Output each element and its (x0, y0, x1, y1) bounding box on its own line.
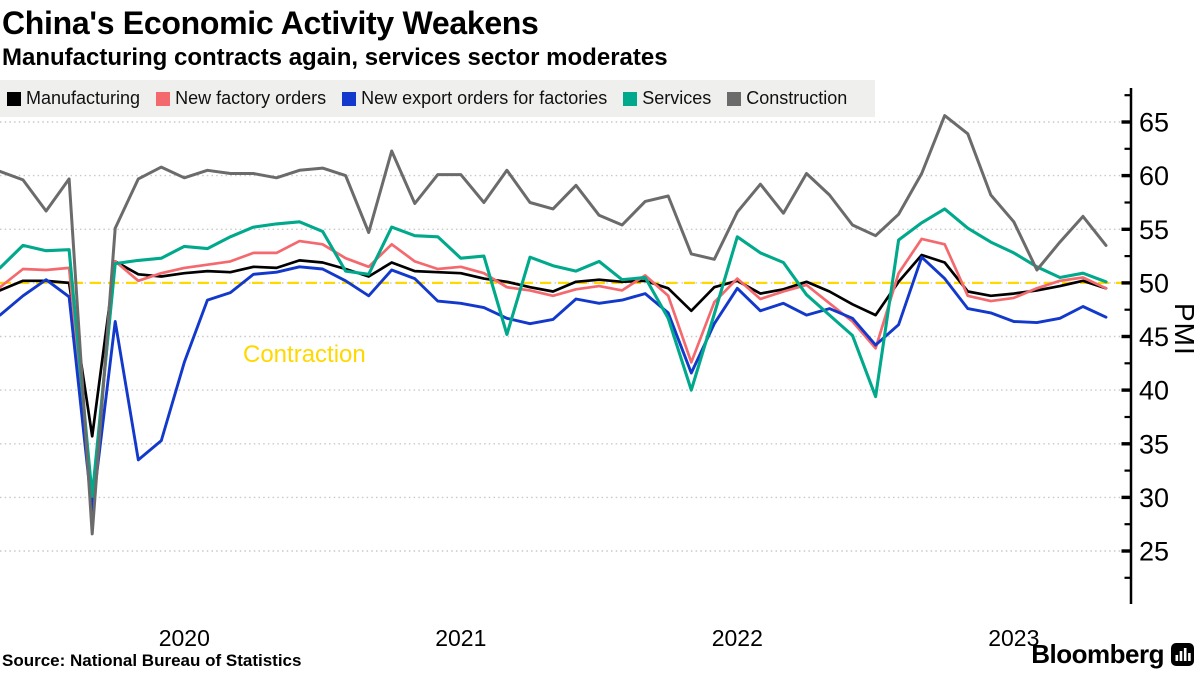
source-attribution: Source: National Bureau of Statistics (2, 651, 302, 670)
legend-swatch-new-factory-orders (156, 91, 171, 106)
chart-subtitle: Manufacturing contracts again, services … (2, 44, 668, 71)
year-label-2020: 2020 (159, 625, 210, 651)
y-tick-label-30: 30 (1139, 483, 1169, 513)
bloomberg-logo: Bloomberg (1031, 639, 1194, 670)
legend-label: New export orders for factories (361, 88, 608, 108)
legend-item-new-export-orders-for-factories: New export orders for factories (342, 88, 607, 109)
y-axis-title: PMI (1169, 303, 1200, 356)
bloomberg-wordmark: Bloomberg (1031, 639, 1164, 669)
legend-swatch-construction (727, 91, 742, 106)
y-tick-label-55: 55 (1139, 215, 1169, 245)
y-axis: 25 30 35 40 45 50 55 60 65 (1121, 88, 1169, 604)
series-line-new-export-orders-for-factories (0, 255, 1108, 513)
legend-label: Services (642, 88, 712, 108)
y-tick-label-45: 45 (1139, 322, 1169, 352)
legend-label: Manufacturing (26, 88, 141, 108)
series-lines (0, 114, 1108, 536)
series-line-services (0, 207, 1108, 498)
legend-item-construction: Construction (727, 88, 847, 109)
y-tick-label-65: 65 (1139, 108, 1169, 138)
y-tick-label-60: 60 (1139, 161, 1169, 191)
bloomberg-chart-icon (1171, 643, 1194, 666)
legend-swatch-services (623, 91, 638, 106)
series-line-new-factory-orders (0, 237, 1108, 507)
series-line-manufacturing (0, 253, 1108, 438)
legend-item-services: Services (623, 88, 711, 109)
x-axis-year-labels: 2020 2021 2022 2023 (159, 625, 1040, 651)
year-label-2021: 2021 (435, 625, 486, 651)
y-tick-label-40: 40 (1139, 376, 1169, 406)
legend-swatch-manufacturing (7, 91, 21, 106)
year-label-2022: 2022 (712, 625, 763, 651)
chart-title: China's Economic Activity Weakens (2, 5, 539, 41)
series-line-construction (0, 114, 1108, 536)
legend-item-manufacturing: Manufacturing (7, 88, 140, 109)
gridlines (0, 121, 1131, 552)
contraction-annotation: Contraction (243, 341, 366, 368)
chart-legend: Manufacturing New factory orders New expor… (0, 80, 875, 117)
legend-label: Construction (746, 88, 848, 108)
y-tick-label-35: 35 (1139, 429, 1169, 459)
legend-swatch-new-export-orders-for-factories (342, 91, 357, 106)
year-label-2023: 2023 (988, 625, 1039, 651)
legend-label: New factory orders (175, 88, 327, 108)
y-tick-label-50: 50 (1139, 268, 1169, 298)
y-tick-label-25: 25 (1139, 537, 1169, 567)
legend-item-new-factory-orders: New factory orders (156, 88, 326, 109)
